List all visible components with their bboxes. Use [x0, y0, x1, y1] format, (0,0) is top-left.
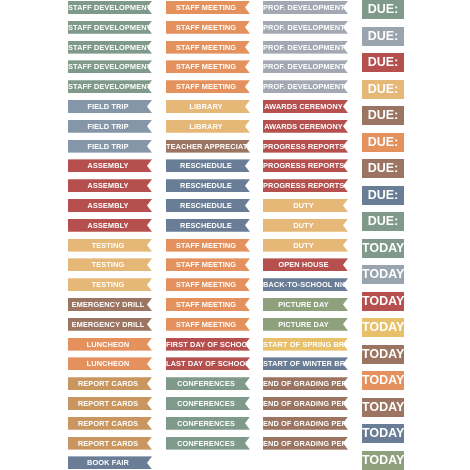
- today-tag: TODAY: [362, 450, 404, 470]
- due-tag: DUE:: [362, 132, 404, 152]
- today-tag: TODAY: [362, 424, 404, 443]
- sticker-flag: LAST DAY OF SCHOOL: [166, 359, 250, 369]
- sticker-flag: CONFERENCES: [166, 437, 250, 450]
- sticker-flag: AWARDS CEREMONY: [263, 100, 348, 113]
- sticker-flag: PROF. DEVELOPMENT: [263, 60, 348, 73]
- sticker-flag: STAFF MEETING: [166, 298, 250, 311]
- sticker-flag: LUNCHEON: [68, 338, 152, 351]
- due-tag: DUE:: [362, 106, 404, 125]
- sticker-flag: DUTY: [263, 199, 348, 212]
- sticker-flag: END OF GRADING PERIOD: [263, 379, 347, 389]
- sticker-flag: FIRST DAY OF SCHOOL: [166, 339, 250, 349]
- sticker-flag: STAFF DEVELOPMENT: [68, 82, 152, 92]
- sticker-flag: FIELD TRIP: [68, 100, 152, 113]
- sticker-flag: PROF. DEVELOPMENT: [263, 21, 348, 34]
- sticker-flag: ASSEMBLY: [68, 159, 152, 172]
- sticker-flag: LIBRARY: [166, 120, 250, 133]
- sticker-flag: REPORT CARDS: [68, 377, 152, 390]
- due-tag: DUE:: [362, 185, 404, 205]
- sticker-flag: FIELD TRIP: [68, 140, 152, 153]
- sticker-flag: ASSEMBLY: [68, 179, 152, 192]
- sticker-flag: PICTURE DAY: [263, 298, 348, 311]
- sticker-flag: PROF. DEVELOPMENT: [263, 80, 348, 93]
- sticker-flag: LUNCHEON: [68, 357, 152, 370]
- sticker-flag: END OF GRADING PERIOD: [263, 399, 347, 408]
- today-tag: TODAY: [362, 238, 404, 258]
- sticker-flag: DUTY: [263, 219, 348, 232]
- sticker-flag: BACK-TO-SCHOOL NIGHT: [263, 280, 348, 290]
- sticker-flag: PICTURE DAY: [263, 318, 348, 331]
- sticker-flag: STAFF DEVELOPMENT: [68, 22, 152, 32]
- due-tag: DUE:: [362, 53, 404, 72]
- sticker-flag: STAFF DEVELOPMENT: [68, 62, 152, 72]
- sticker-flag: ASSEMBLY: [68, 199, 152, 212]
- sticker-flag: PROGRESS REPORTS DUE: [263, 159, 348, 172]
- sticker-flag: EMERGENCY DRILL: [68, 298, 152, 311]
- sticker-flag: CONFERENCES: [166, 377, 250, 390]
- sticker-flag: STAFF MEETING: [166, 239, 250, 252]
- sticker-flag: CONFERENCES: [166, 417, 250, 430]
- today-tag: TODAY: [362, 265, 404, 284]
- sticker-flag: PROGRESS REPORTS DUE: [263, 140, 348, 153]
- sticker-flag: TEACHER APPRECIATION: [166, 141, 250, 151]
- sticker-flag: START OF SPRING BREAK: [263, 339, 348, 349]
- sticker-flag: OPEN HOUSE: [263, 258, 348, 271]
- today-tag: TODAY: [362, 397, 404, 417]
- sticker-flag: PROF. DEVELOPMENT: [263, 41, 348, 54]
- sticker-flag: AWARDS CEREMONY: [263, 120, 348, 133]
- sticker-flag: END OF GRADING PERIOD: [263, 418, 347, 428]
- sticker-flag: STAFF MEETING: [166, 60, 250, 73]
- today-tag: TODAY: [362, 371, 404, 390]
- sticker-flag: REPORT CARDS: [68, 417, 152, 430]
- sticker-flag: TESTING: [68, 239, 152, 252]
- sticker-flag: STAFF DEVELOPMENT: [68, 42, 152, 52]
- due-tag: DUE:: [362, 0, 404, 19]
- due-tag: DUE:: [362, 212, 404, 231]
- sticker-flag: STAFF MEETING: [166, 278, 250, 291]
- today-tag: TODAY: [362, 344, 404, 364]
- sticker-flag: EMERGENCY DRILL: [68, 318, 152, 331]
- sticker-flag: TESTING: [68, 278, 152, 291]
- sticker-flag: ASSEMBLY: [68, 219, 152, 232]
- sticker-flag: BOOK FAIR: [68, 456, 152, 469]
- due-tag: DUE:: [362, 79, 404, 99]
- sticker-flag: STAFF MEETING: [166, 80, 250, 93]
- sticker-flag: REPORT CARDS: [68, 397, 152, 410]
- sticker-flag: PROF. DEVELOPMENT: [263, 1, 348, 14]
- sticker-flag: CONFERENCES: [166, 397, 250, 410]
- sticker-flag: START OF WINTER BREAK: [263, 359, 348, 369]
- sticker-flag: STAFF DEVELOPMENT: [68, 3, 152, 12]
- sticker-flag: FIELD TRIP: [68, 120, 152, 133]
- due-tag: DUE:: [362, 26, 404, 46]
- sticker-flag: END OF GRADING PERIOD: [263, 438, 347, 448]
- sticker-flag: RESCHEDULE: [166, 219, 250, 232]
- sticker-flag: RESCHEDULE: [166, 159, 250, 172]
- sticker-flag: STAFF MEETING: [166, 1, 250, 14]
- sticker-flag: RESCHEDULE: [166, 199, 250, 212]
- sticker-flag: PROGRESS REPORTS DUE: [263, 179, 348, 192]
- sticker-flag: STAFF MEETING: [166, 41, 250, 54]
- sticker-flag: STAFF MEETING: [166, 258, 250, 271]
- sticker-flag: RESCHEDULE: [166, 179, 250, 192]
- due-tag: DUE:: [362, 159, 404, 178]
- today-tag: TODAY: [362, 318, 404, 337]
- sticker-flag: STAFF MEETING: [166, 318, 250, 331]
- sticker-flag: LIBRARY: [166, 100, 250, 113]
- sticker-flag: REPORT CARDS: [68, 437, 152, 450]
- sticker-flag: TESTING: [68, 258, 152, 271]
- today-tag: TODAY: [362, 291, 404, 311]
- sticker-flag: DUTY: [263, 239, 348, 252]
- sticker-flag: STAFF MEETING: [166, 21, 250, 34]
